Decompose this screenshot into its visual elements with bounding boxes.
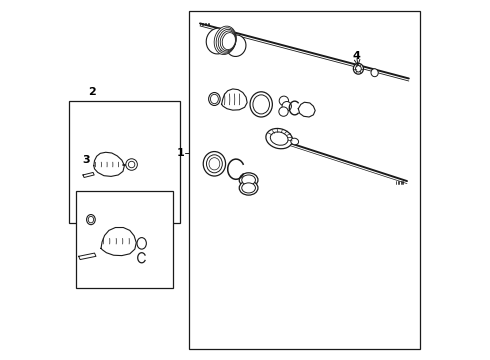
Circle shape [128,161,135,168]
Ellipse shape [137,238,147,249]
Ellipse shape [253,95,270,114]
Polygon shape [189,11,419,349]
Ellipse shape [209,93,220,105]
Ellipse shape [371,69,378,77]
Text: 4: 4 [353,51,361,61]
Ellipse shape [239,181,258,195]
Circle shape [282,102,292,111]
Ellipse shape [250,92,272,117]
Ellipse shape [88,216,94,223]
Ellipse shape [209,158,220,170]
Ellipse shape [226,35,246,57]
Text: 3: 3 [83,155,91,165]
Ellipse shape [216,28,236,53]
Circle shape [279,107,288,116]
Ellipse shape [242,175,255,185]
Text: 1: 1 [176,148,184,158]
Ellipse shape [210,94,219,104]
Ellipse shape [206,28,230,54]
Ellipse shape [203,152,225,176]
Ellipse shape [87,215,95,225]
Ellipse shape [222,33,236,50]
Ellipse shape [270,132,288,145]
Ellipse shape [353,63,364,74]
Ellipse shape [356,66,361,72]
Ellipse shape [291,138,298,145]
Ellipse shape [218,30,236,52]
Ellipse shape [206,155,222,173]
Text: 2: 2 [88,87,96,97]
Polygon shape [69,101,180,223]
Polygon shape [76,191,173,288]
Circle shape [126,159,137,170]
Ellipse shape [239,173,258,187]
Ellipse shape [242,183,255,193]
Ellipse shape [214,26,236,54]
Ellipse shape [220,31,236,51]
Circle shape [279,96,289,105]
Ellipse shape [266,129,293,149]
